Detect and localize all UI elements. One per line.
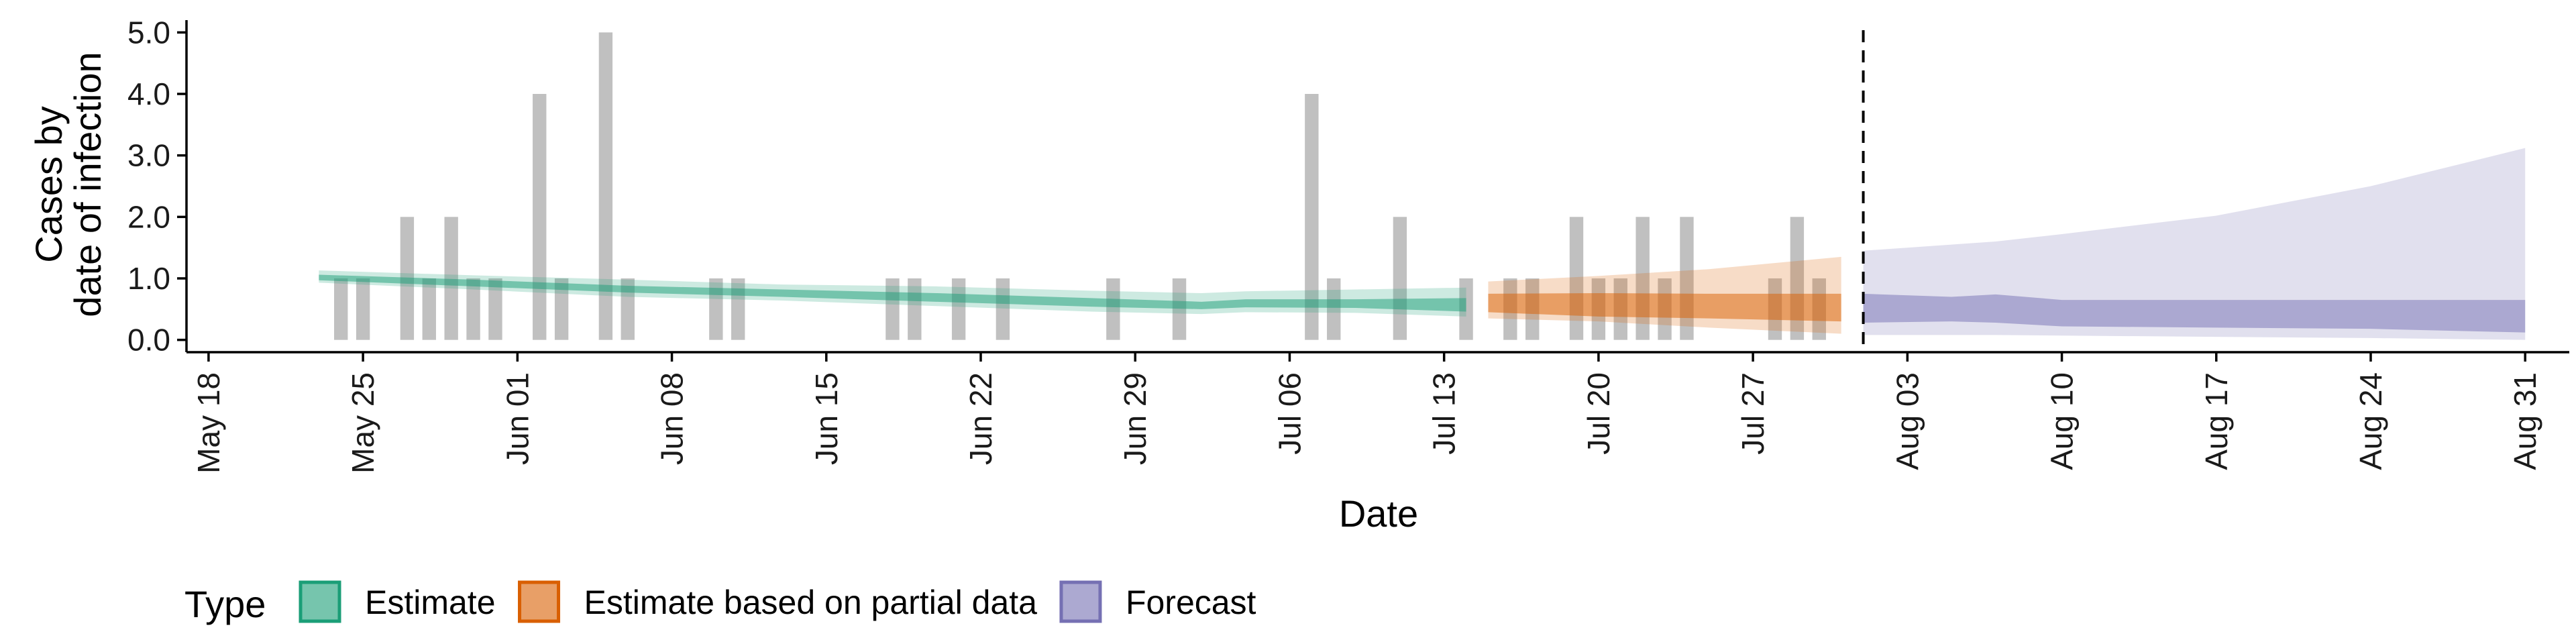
legend-title: Type (184, 583, 266, 625)
estimate-inner-band (319, 274, 1466, 312)
x-tick-label: Jun 15 (809, 372, 844, 465)
observed-case-bar (996, 278, 1010, 340)
forecast-outer-band (1863, 148, 2526, 340)
x-tick-label: Aug 31 (2508, 372, 2542, 470)
forecast-inner-band (1863, 293, 2526, 333)
axes (185, 20, 2569, 354)
legend-swatch (518, 580, 561, 623)
x-axis-title: Date (1339, 492, 1418, 535)
observed-case-bar (334, 278, 348, 340)
x-tick-label: Jun 01 (500, 372, 535, 465)
x-tick-label: Jul 06 (1272, 372, 1307, 455)
observed-case-bar (444, 217, 458, 340)
observed-case-bar (356, 278, 370, 340)
legend: Type Estimate Estimate based on partial d… (184, 580, 1256, 625)
observed-case-bar (422, 278, 436, 340)
y-tick-label: 5.0 (127, 15, 170, 50)
observed-case-bar (1327, 278, 1341, 340)
estimate-based-on-partial-data-inner-band (1488, 293, 1841, 322)
y-axis-title-line-1: Cases by (28, 106, 70, 262)
x-tick-label: Jul 27 (1735, 372, 1770, 455)
x-tick-label: May 25 (345, 372, 380, 474)
observed-case-bar (488, 278, 502, 340)
y-tick-label: 4.0 (127, 76, 170, 111)
observed-case-bar (621, 278, 635, 340)
observed-case-bar (466, 278, 480, 340)
x-tick-label: Jul 13 (1427, 372, 1462, 455)
legend-label: Estimate (365, 584, 496, 621)
legend-swatch (1059, 580, 1102, 623)
observed-case-bar (533, 94, 547, 340)
legend-label: Forecast (1126, 584, 1256, 621)
x-axis-ticks: May 18 May 25 Jun 01 Jun 08 Jun 15 Jun 22 Jun … (191, 352, 2542, 474)
y-axis-ticks: 0.0 1.0 2.0 3.0 4.0 5.0 (127, 15, 186, 358)
estimate-bands (319, 148, 2526, 340)
x-tick-label: Aug 24 (2353, 372, 2388, 470)
y-axis-title: Cases by date of infection (28, 52, 109, 317)
y-axis-title-line-2: date of infection (66, 52, 109, 317)
legend-swatch (299, 580, 341, 623)
y-tick-label: 3.0 (127, 138, 170, 173)
y-tick-label: 1.0 (127, 261, 170, 296)
x-tick-label: Jun 08 (655, 372, 690, 465)
x-tick-label: Jul 20 (1581, 372, 1616, 455)
x-tick-label: Aug 10 (2045, 372, 2080, 470)
observed-case-bar (1305, 94, 1319, 340)
x-tick-label: Aug 03 (1890, 372, 1925, 470)
y-tick-label: 2.0 (127, 199, 170, 234)
x-tick-label: Jun 22 (963, 372, 998, 465)
y-tick-label: 0.0 (127, 323, 170, 358)
observed-case-bar (598, 32, 613, 340)
x-tick-label: Aug 17 (2199, 372, 2234, 470)
observed-case-bar (1106, 278, 1120, 340)
x-tick-label: Jun 29 (1118, 372, 1152, 465)
x-tick-label: May 18 (191, 372, 226, 474)
observed-case-bar (1393, 217, 1407, 340)
legend-label: Estimate based on partial data (584, 584, 1038, 621)
observed-case-bar (1172, 278, 1187, 340)
observed-case-bar (554, 278, 569, 340)
